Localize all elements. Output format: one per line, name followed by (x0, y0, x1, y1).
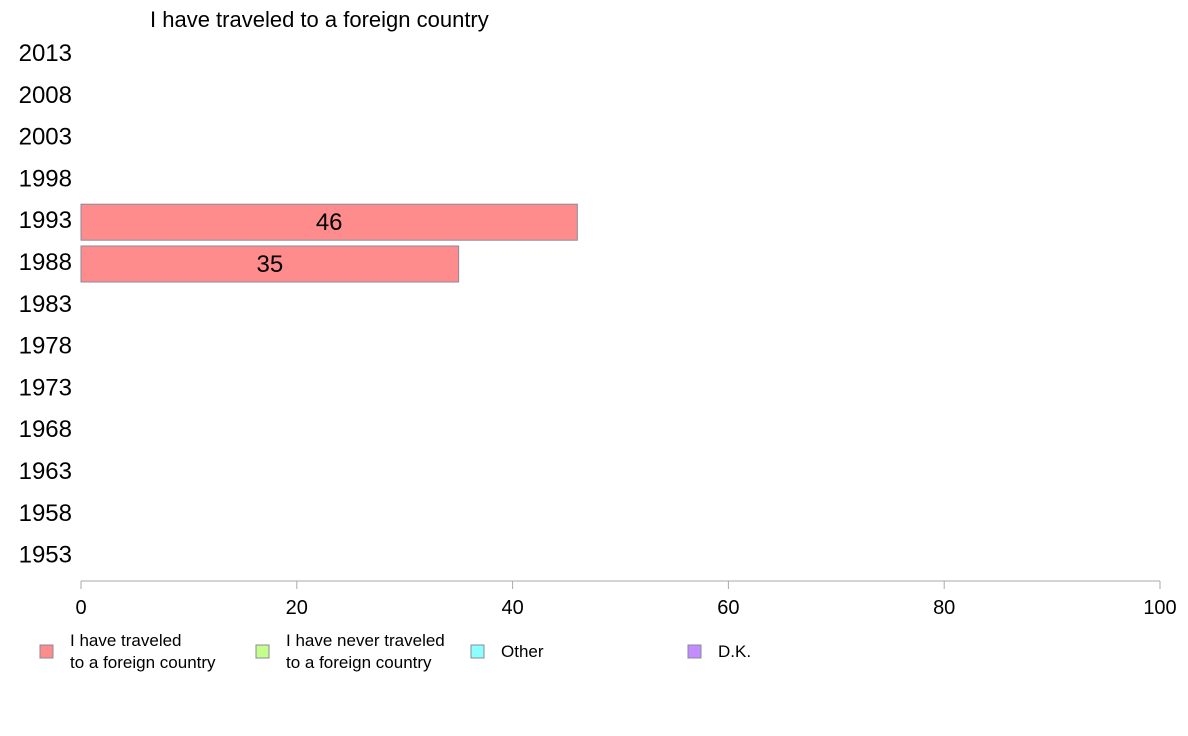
x-tick-label: 60 (717, 597, 739, 619)
data-label: 35 (256, 251, 283, 278)
legend-label: to a foreign country (70, 653, 216, 672)
legend-item: I have never traveled to a foreign countr… (255, 631, 445, 672)
legend-label: I have traveled (70, 631, 182, 650)
x-tick-label: 0 (75, 597, 86, 619)
y-tick-label: 1973 (19, 374, 72, 401)
bar (80, 245, 460, 283)
x-tick-label: 80 (933, 597, 955, 619)
legend-swatch (687, 644, 702, 659)
data-label: 46 (316, 209, 343, 236)
y-tick-label: 1963 (19, 458, 72, 485)
legend-item: Other (470, 642, 544, 661)
y-tick-label: 1983 (19, 291, 72, 318)
bars (80, 203, 578, 283)
y-axis-labels: 2013 2008 2003 1998 1993 1988 1983 1978 1973 1968… (19, 40, 72, 569)
y-tick-label: 1988 (19, 249, 72, 276)
y-tick-label: 1953 (19, 542, 72, 569)
data-labels: 46 35 (256, 209, 342, 278)
legend-item: I have traveled to a foreign country (39, 631, 216, 672)
y-tick-label: 1958 (19, 500, 72, 527)
y-tick-label: 1968 (19, 416, 72, 443)
x-tick-label: 100 (1143, 597, 1176, 619)
legend-label: D.K. (718, 642, 751, 661)
chart-title: I have traveled to a foreign country (150, 7, 489, 32)
legend-label: Other (501, 642, 544, 661)
x-tick-label: 20 (286, 597, 308, 619)
legend-label: I have never traveled (286, 631, 445, 650)
legend-item: D.K. (687, 642, 751, 661)
y-tick-label: 1978 (19, 333, 72, 360)
legend-swatch (39, 644, 54, 659)
y-tick-label: 1998 (19, 165, 72, 192)
legend-swatch (470, 644, 485, 659)
x-tick-label: 40 (501, 597, 523, 619)
legend-swatch (255, 644, 270, 659)
y-tick-label: 2008 (19, 82, 72, 109)
x-axis: 0 20 40 60 80 100 (75, 580, 1177, 619)
y-tick-label: 2013 (19, 40, 72, 67)
legend-label: to a foreign country (286, 653, 432, 672)
bar (80, 203, 578, 241)
y-tick-label: 1993 (19, 207, 72, 234)
y-tick-label: 2003 (19, 124, 72, 151)
